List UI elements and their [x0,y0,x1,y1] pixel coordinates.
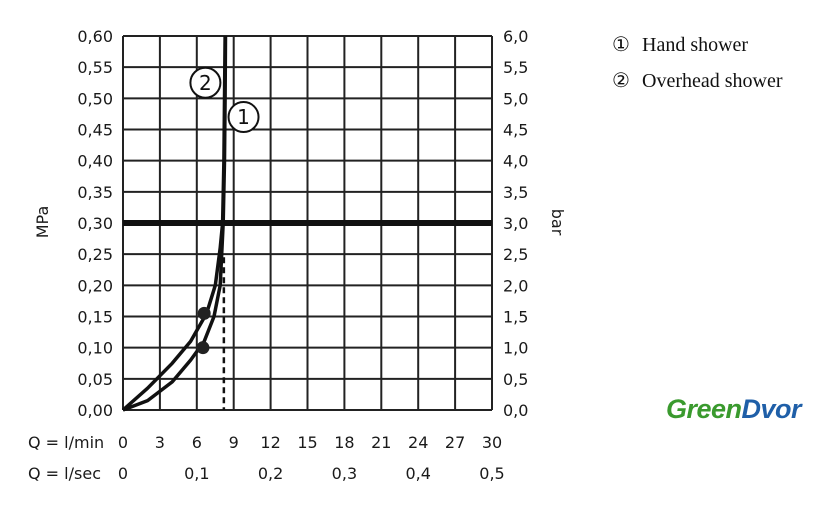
y-tick-right: 4,0 [503,152,528,171]
chart-grid [122,35,493,411]
x-tick-lmin: 21 [371,433,391,452]
y-tick-left: 0,15 [77,308,113,327]
x-tick-lmin: 30 [482,433,502,452]
y-tick-left: 0,50 [77,89,113,108]
y-tick-left: 0,45 [77,121,113,140]
series-dot-1 [196,341,210,355]
x-tick-lmin: 27 [445,433,465,452]
legend-item-overhead-shower: ② Overhead shower [612,69,783,105]
y-tick-left: 0,55 [77,58,113,77]
logo-part-green: Green [666,394,742,424]
legend-label-overhead-shower: Overhead shower [642,70,783,92]
y-tick-right: 5,0 [503,89,528,108]
y-tick-left: 0,35 [77,183,113,202]
y-tick-left: 0,25 [77,245,113,264]
y-axis-label-left: MPa [33,206,52,239]
x-tick-lmin: 3 [155,433,165,452]
y-tick-left: 0,10 [77,339,113,358]
y-tick-left: 0,60 [77,27,113,46]
y-tick-left: 0,00 [77,401,113,420]
y-axis-label-right: bar [548,209,567,236]
x-tick-lsec: 0,1 [184,464,209,483]
x-tick-lmin: 12 [260,433,280,452]
y-tick-left: 0,05 [77,370,113,389]
y-tick-left: 0,40 [77,152,113,171]
x-tick-lsec: 0,5 [479,464,504,483]
y-tick-right: 2,5 [503,245,528,264]
series-line-2 [121,35,227,412]
x-axis-label-lsec: Q = l/sec [28,464,101,483]
y-tick-right: 1,0 [503,339,528,358]
y-tick-right: 5,5 [503,58,528,77]
series-badge-1 [227,101,260,134]
greendvor-logo: GreenDvor [666,394,802,425]
x-axis-label-lmin: Q = l/min [28,433,104,452]
x-tick-lmin: 0 [118,433,128,452]
x-tick-lmin: 18 [334,433,354,452]
x-tick-lsec: 0,4 [405,464,430,483]
series-badge-2 [189,66,222,99]
x-tick-lmin: 24 [408,433,428,452]
y-tick-right: 0,0 [503,401,528,420]
y-tick-right: 0,5 [503,370,528,389]
chart-lines: 12 [121,35,260,412]
x-tick-lsec: 0,3 [332,464,357,483]
legend: ① Hand shower ② Overhead shower [612,33,783,105]
series-dot-2 [197,306,211,320]
logo-part-dvor: Dvor [741,394,802,424]
chart-labels: 0,000,050,100,150,200,250,300,350,400,45… [77,27,528,483]
y-tick-left: 0,30 [77,214,113,233]
legend-marker-1: ① [612,34,630,56]
y-tick-right: 2,0 [503,276,528,295]
x-tick-lmin: 15 [297,433,317,452]
y-tick-left: 0,20 [77,276,113,295]
legend-item-hand-shower: ① Hand shower [612,33,783,69]
legend-marker-2: ② [612,70,630,92]
x-tick-lsec: 0 [118,464,128,483]
y-tick-right: 3,0 [503,214,528,233]
series-badge-number-2: 2 [199,71,212,95]
y-tick-right: 3,5 [503,183,528,202]
x-tick-lmin: 9 [229,433,239,452]
series-badge-number-1: 1 [237,105,250,129]
y-tick-right: 1,5 [503,308,528,327]
y-tick-right: 6,0 [503,27,528,46]
y-tick-right: 4,5 [503,121,528,140]
x-tick-lmin: 6 [192,433,202,452]
legend-label-hand-shower: Hand shower [642,34,749,56]
x-tick-lsec: 0,2 [258,464,283,483]
